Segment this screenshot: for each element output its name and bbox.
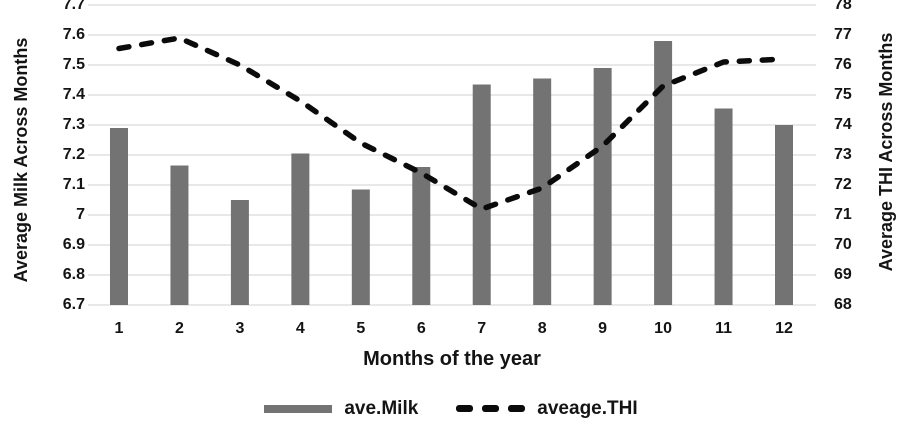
bar-swatch-icon bbox=[264, 404, 333, 413]
bar-month-11 bbox=[714, 108, 733, 305]
left-tick-7.2: 7.2 bbox=[62, 146, 85, 163]
left-tick-6.8: 6.8 bbox=[62, 266, 85, 283]
left-tick-7.1: 7.1 bbox=[62, 176, 85, 193]
x-tick-11: 11 bbox=[715, 320, 732, 337]
bar-month-4 bbox=[291, 153, 310, 305]
bar-month-7 bbox=[472, 84, 491, 305]
left-tick-7: 7 bbox=[76, 206, 85, 223]
right-tick-70: 70 bbox=[834, 236, 852, 253]
bar-month-1 bbox=[110, 128, 128, 305]
right-tick-69: 69 bbox=[834, 266, 852, 283]
bar-month-8 bbox=[533, 78, 552, 305]
x-tick-10: 10 bbox=[654, 320, 672, 337]
bar-month-6 bbox=[412, 167, 431, 305]
bar-month-5 bbox=[351, 189, 370, 305]
legend-label-milk: ave.Milk bbox=[344, 397, 419, 419]
bar-month-2 bbox=[170, 165, 189, 305]
x-tick-9: 9 bbox=[598, 320, 608, 337]
x-axis-title: Months of the year bbox=[363, 348, 541, 370]
x-tick-6: 6 bbox=[416, 320, 426, 337]
right-tick-78: 78 bbox=[834, 0, 852, 13]
legend-label-thi: aveage.THI bbox=[537, 397, 638, 419]
right-tick-74: 74 bbox=[834, 116, 852, 133]
right-tick-68: 68 bbox=[834, 296, 852, 313]
bar-month-3 bbox=[230, 200, 249, 305]
legend-item-thi: aveage.THI bbox=[456, 397, 638, 420]
right-tick-76: 76 bbox=[834, 56, 852, 73]
left-tick-6.9: 6.9 bbox=[62, 236, 85, 253]
x-tick-8: 8 bbox=[537, 320, 547, 337]
left-tick-7.5: 7.5 bbox=[62, 56, 85, 73]
x-tick-4: 4 bbox=[295, 320, 305, 337]
dash-line-swatch-icon bbox=[456, 405, 526, 412]
left-tick-6.7: 6.7 bbox=[62, 296, 85, 313]
bar-month-10 bbox=[654, 41, 673, 305]
right-tick-72: 72 bbox=[834, 176, 852, 193]
x-tick-3: 3 bbox=[235, 320, 245, 337]
legend-item-milk: ave.Milk bbox=[264, 398, 418, 420]
x-tick-7: 7 bbox=[477, 320, 487, 337]
thi-line bbox=[116, 35, 787, 212]
left-tick-7.7: 7.7 bbox=[62, 0, 85, 13]
x-tick-5: 5 bbox=[356, 320, 366, 337]
left-tick-7.4: 7.4 bbox=[62, 86, 85, 103]
x-tick-12: 12 bbox=[775, 320, 793, 337]
right-tick-71: 71 bbox=[834, 206, 852, 223]
right-tick-77: 77 bbox=[834, 26, 852, 43]
bar-month-9 bbox=[593, 68, 612, 305]
left-tick-7.3: 7.3 bbox=[62, 116, 85, 133]
bar-month-12 bbox=[775, 125, 793, 305]
legend: ave.Milk aveage.THI bbox=[0, 396, 902, 421]
x-tick-2: 2 bbox=[175, 320, 184, 337]
left-tick-7.6: 7.6 bbox=[62, 26, 85, 43]
x-tick-1: 1 bbox=[114, 320, 124, 337]
right-tick-75: 75 bbox=[834, 86, 852, 103]
right-tick-73: 73 bbox=[834, 146, 852, 163]
